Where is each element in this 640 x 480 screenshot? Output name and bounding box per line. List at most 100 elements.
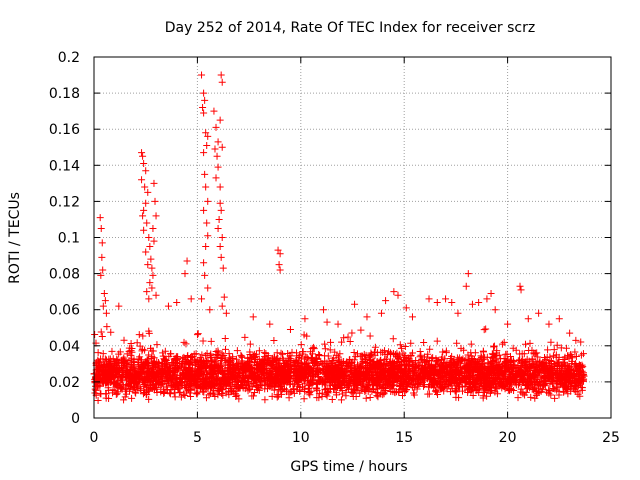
- data-point: [115, 302, 123, 310]
- baseline-point: [110, 374, 118, 382]
- baseline-point: [251, 388, 259, 396]
- baseline-point: [558, 361, 566, 369]
- data-point: [334, 320, 342, 328]
- baseline-point: [91, 331, 99, 339]
- baseline-point: [153, 361, 161, 369]
- baseline-point: [173, 359, 181, 367]
- baseline-point: [238, 374, 246, 382]
- baseline-point: [478, 363, 486, 371]
- data-point: [200, 149, 208, 157]
- baseline-point: [139, 332, 147, 340]
- baseline-point: [137, 356, 145, 364]
- baseline-point: [315, 394, 323, 402]
- data-point: [408, 313, 416, 321]
- baseline-point: [423, 358, 431, 366]
- baseline-point: [160, 388, 168, 396]
- baseline-point: [438, 353, 446, 361]
- baseline-point: [261, 385, 269, 393]
- baseline-point: [221, 335, 229, 343]
- baseline-point: [420, 338, 428, 346]
- baseline-point: [115, 350, 123, 358]
- baseline-point: [407, 351, 415, 359]
- baseline-point: [517, 385, 525, 393]
- baseline-point: [396, 377, 404, 385]
- baseline-point: [165, 352, 173, 360]
- baseline-point: [309, 379, 317, 387]
- baseline-point: [132, 376, 140, 384]
- data-point: [425, 295, 433, 303]
- baseline-point: [282, 375, 290, 383]
- baseline-point: [171, 363, 179, 371]
- baseline-point: [281, 376, 289, 384]
- baseline-point: [540, 380, 548, 388]
- data-point: [203, 141, 211, 149]
- baseline-point: [522, 363, 530, 371]
- baseline-point: [435, 381, 443, 389]
- baseline-point: [514, 394, 522, 402]
- baseline-point: [451, 387, 459, 395]
- baseline-point: [576, 377, 584, 385]
- data-point: [200, 206, 208, 214]
- data-point: [144, 261, 152, 269]
- baseline-point: [442, 349, 450, 357]
- baseline-point: [357, 386, 365, 394]
- baseline-point: [309, 350, 317, 358]
- baseline-point: [141, 346, 149, 354]
- baseline-point: [186, 386, 194, 394]
- baseline-point: [153, 341, 161, 349]
- data-point: [198, 71, 206, 79]
- baseline-point: [571, 348, 579, 356]
- baseline-point: [113, 379, 121, 387]
- baseline-point: [103, 323, 111, 331]
- baseline-point: [512, 378, 520, 386]
- baseline-point: [130, 358, 138, 366]
- data-point: [181, 270, 189, 278]
- baseline-point: [191, 374, 199, 382]
- baseline-point: [300, 331, 308, 339]
- baseline-point: [422, 367, 430, 375]
- baseline-point: [286, 352, 294, 360]
- baseline-point: [344, 367, 352, 375]
- data-point: [149, 271, 157, 279]
- baseline-point: [360, 369, 368, 377]
- baseline-point: [293, 366, 301, 374]
- chart-title: Day 252 of 2014, Rate Of TEC Index for r…: [165, 20, 535, 36]
- data-point: [219, 264, 227, 272]
- baseline-point: [145, 395, 153, 403]
- data-point: [204, 132, 212, 140]
- baseline-point: [480, 326, 488, 334]
- baseline-point: [361, 356, 369, 364]
- y-tick-label: 0.02: [49, 375, 80, 391]
- data-point: [218, 302, 226, 310]
- y-tick-label: 0.08: [49, 267, 80, 283]
- baseline-point: [366, 394, 374, 402]
- baseline-point: [334, 353, 342, 361]
- baseline-point: [521, 372, 529, 380]
- data-point: [215, 215, 223, 223]
- baseline-point: [349, 393, 357, 401]
- baseline-point: [490, 343, 498, 351]
- baseline-point: [193, 390, 201, 398]
- data-point: [98, 239, 106, 247]
- baseline-point: [429, 369, 437, 377]
- baseline-point: [167, 376, 175, 384]
- baseline-point: [141, 362, 149, 370]
- baseline-point: [475, 385, 483, 393]
- baseline-point: [348, 329, 356, 337]
- baseline-point: [294, 362, 302, 370]
- baseline-point: [390, 381, 398, 389]
- baseline-point: [574, 388, 582, 396]
- baseline-point: [410, 389, 418, 397]
- data-point: [454, 309, 462, 317]
- baseline-point: [279, 366, 287, 374]
- data-point: [151, 197, 159, 205]
- baseline-point: [495, 370, 503, 378]
- baseline-point: [310, 343, 318, 351]
- baseline-point: [387, 349, 395, 357]
- baseline-point: [289, 380, 297, 388]
- baseline-point: [127, 370, 135, 378]
- baseline-point: [276, 372, 284, 380]
- baseline-point: [242, 368, 250, 376]
- baseline-point: [203, 349, 211, 357]
